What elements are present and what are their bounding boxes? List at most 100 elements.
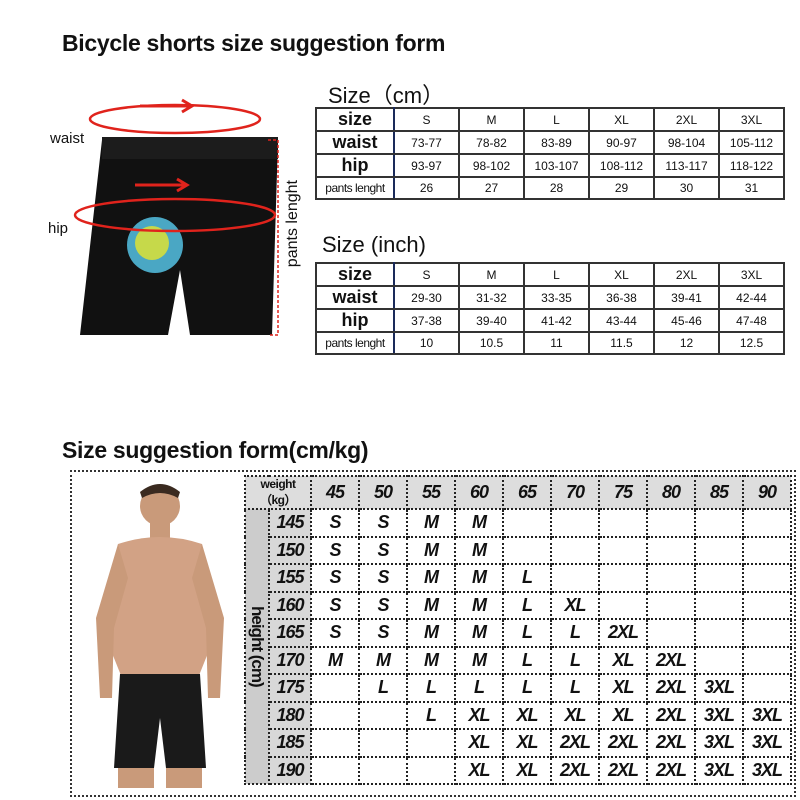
size-cell: XL (454, 755, 505, 785)
size-cell: S (310, 618, 361, 648)
cm-table-heading: Size（cm） (328, 83, 445, 108)
height-row: 165 S S M M L L 2XL (245, 618, 793, 648)
size-cell: 2XL (646, 645, 697, 675)
size-cell: L (550, 618, 601, 648)
size-cell: XL (598, 645, 649, 675)
row-header: pants lenght (315, 331, 395, 355)
length-measure-line (268, 139, 279, 336)
size-cell (694, 590, 745, 620)
table-cell: 43-44 (588, 308, 655, 333)
table-cell: 12 (653, 331, 720, 355)
column-header: S (393, 262, 460, 287)
size-cell (694, 618, 745, 648)
size-cell (646, 535, 697, 565)
size-cell: M (406, 645, 457, 675)
size-cell (742, 535, 793, 565)
size-cell (550, 535, 601, 565)
weight-value: 55 (406, 475, 457, 510)
model-shorts (114, 674, 206, 768)
weight-header-row: weight（kg） 45 50 55 60 65 70 75 80 85 90 (243, 475, 793, 510)
row-header: size (315, 107, 395, 132)
size-cell (310, 673, 361, 703)
waist-label: waist (50, 130, 85, 147)
size-cell (646, 590, 697, 620)
height-label: height (cm) (248, 606, 267, 687)
weight-value: 85 (694, 475, 745, 510)
suggestion-frame (70, 470, 796, 797)
weight-value: 90 (742, 475, 793, 510)
table-cell: 27 (458, 176, 525, 200)
size-cell: L (454, 673, 505, 703)
size-cell: L (550, 673, 601, 703)
size-cell (598, 535, 649, 565)
table-cell: 45-46 (653, 308, 720, 333)
table-cell: 33-35 (523, 285, 590, 310)
size-cell: S (310, 508, 361, 538)
column-header: S (393, 107, 460, 132)
size-cell: L (502, 618, 553, 648)
table-cell: 12.5 (718, 331, 785, 355)
column-header: L (523, 107, 590, 132)
table-cell: 31 (718, 176, 785, 200)
height-value: 180 (267, 700, 313, 730)
weight-value: 60 (454, 475, 505, 510)
size-cell: S (358, 508, 409, 538)
table-cell: 47-48 (718, 308, 785, 333)
size-cell (598, 508, 649, 538)
size-cell (550, 508, 601, 538)
size-cell: S (310, 563, 361, 593)
size-cell (646, 618, 697, 648)
size-cell (742, 508, 793, 538)
height-row: 170 M M M M L L XL 2XL (245, 645, 793, 675)
size-cell (310, 700, 361, 730)
row-header: waist (315, 285, 395, 310)
weight-label: weight（kg） (243, 475, 313, 510)
size-cell: XL (502, 728, 553, 758)
table-row: hip 37-38 39-40 41-42 43-44 45-46 47-48 (315, 308, 785, 333)
size-cell (406, 728, 457, 758)
table-cell: 31-32 (458, 285, 525, 310)
page-title: Bicycle shorts size suggestion form (62, 30, 446, 56)
size-cell (502, 535, 553, 565)
table-cell: 113-117 (653, 153, 720, 178)
hip-label: hip (48, 220, 69, 237)
weight-value: 50 (358, 475, 409, 510)
pants-length-label: pants lenght (284, 180, 301, 268)
size-cell: S (310, 590, 361, 620)
table-cell: 108-112 (588, 153, 655, 178)
size-cell: 2XL (598, 728, 649, 758)
height-row: 155 S S M M L (245, 563, 793, 593)
weight-value: 45 (310, 475, 361, 510)
table-cell: 10 (393, 331, 460, 355)
height-row: 150 S S M M (245, 535, 793, 565)
size-cell: XL (502, 700, 553, 730)
size-cell: XL (550, 590, 601, 620)
size-cell: 2XL (646, 755, 697, 785)
height-value: 185 (267, 728, 313, 758)
height-row: 160 S S M M L XL (245, 590, 793, 620)
waist-arrow-icon (140, 98, 195, 114)
height-value: 175 (267, 673, 313, 703)
height-row: 180 L XL XL XL XL 2XL 3XL 3XL (245, 700, 793, 730)
height-value: 155 (267, 563, 313, 593)
size-cell: 2XL (646, 673, 697, 703)
size-cell: 2XL (598, 618, 649, 648)
height-row: 185 XL XL 2XL 2XL 2XL 3XL 3XL (245, 728, 793, 758)
hip-measure-ellipse (73, 197, 277, 233)
table-cell: 90-97 (588, 130, 655, 155)
size-cell: 2XL (598, 755, 649, 785)
size-cell: S (358, 563, 409, 593)
size-cell: 3XL (694, 673, 745, 703)
height-value: 165 (267, 618, 313, 648)
row-header: hip (315, 308, 395, 333)
shorts-diagram (73, 98, 279, 336)
column-header: L (523, 262, 590, 287)
size-cell (358, 755, 409, 785)
size-cell: M (454, 535, 505, 565)
weight-value: 80 (646, 475, 697, 510)
size-cell: 2XL (550, 755, 601, 785)
table-cell: 30 (653, 176, 720, 200)
height-row: height (cm) 145 S S M M (244, 508, 793, 785)
size-cell (502, 508, 553, 538)
size-cell: 3XL (694, 755, 745, 785)
